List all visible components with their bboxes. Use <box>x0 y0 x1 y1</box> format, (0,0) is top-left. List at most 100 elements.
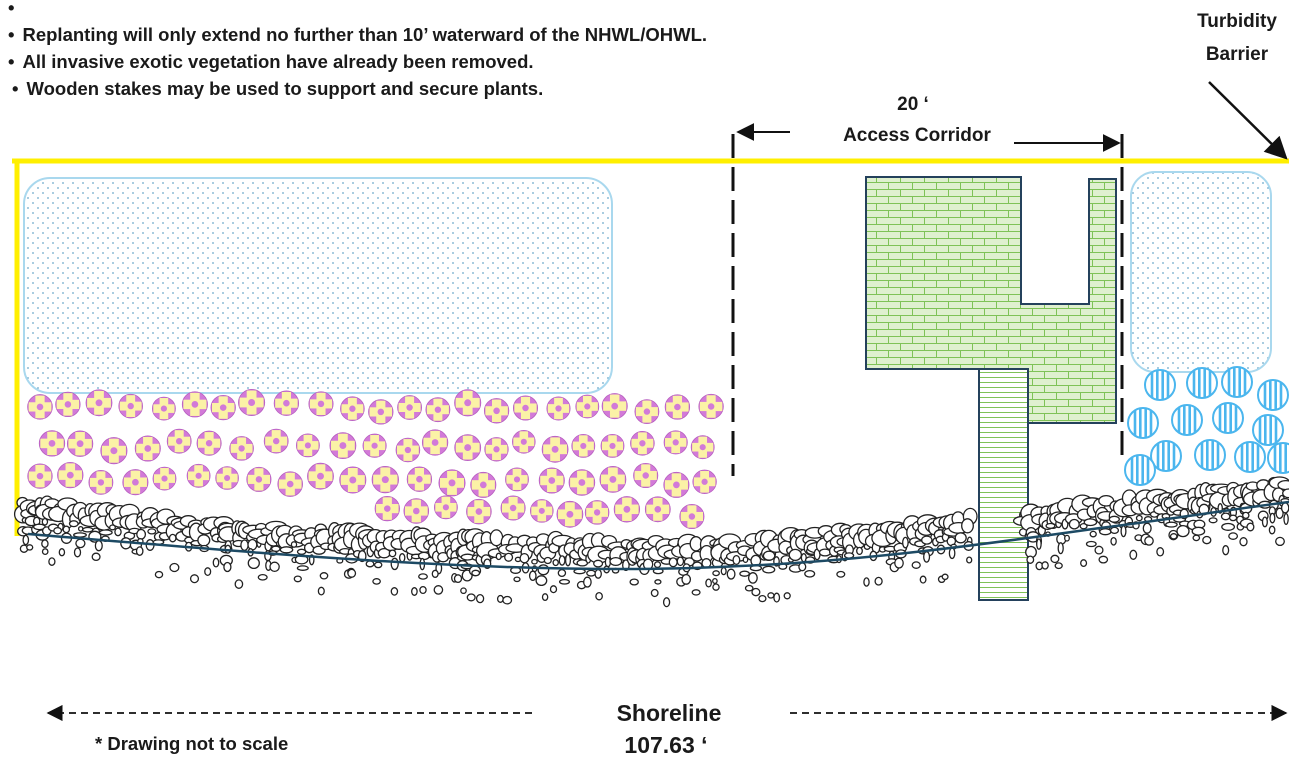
rock <box>948 547 956 560</box>
note-text: Replanting will only extend no further t… <box>22 24 708 45</box>
rock <box>290 541 298 548</box>
pebble <box>347 568 357 578</box>
rock <box>747 572 758 584</box>
pink-plant <box>693 470 717 494</box>
pebble <box>390 587 399 596</box>
rock <box>1275 507 1284 520</box>
pebble <box>751 587 761 597</box>
pink-plant <box>557 501 583 527</box>
rock <box>954 532 967 544</box>
rock <box>1283 512 1289 526</box>
pebble <box>73 547 82 558</box>
pebble <box>662 597 671 608</box>
rock <box>537 564 550 576</box>
pebble <box>466 593 476 602</box>
rock <box>1057 542 1064 555</box>
rock <box>114 527 122 537</box>
pebble <box>212 557 220 568</box>
pebble <box>453 574 463 584</box>
rock <box>62 525 71 534</box>
rock <box>712 570 720 577</box>
pink-plant <box>471 472 496 497</box>
pebble <box>41 548 49 556</box>
rock <box>109 524 116 531</box>
pebble <box>874 576 883 586</box>
pebble <box>1156 547 1165 557</box>
pebble <box>189 574 200 584</box>
pink-plant <box>123 470 148 495</box>
pink-plant <box>341 397 365 421</box>
pink-plant <box>278 472 303 497</box>
rock <box>1135 514 1143 522</box>
pebble <box>595 591 603 601</box>
pebble <box>1098 555 1109 564</box>
pink-plant <box>28 395 53 420</box>
rock <box>1269 512 1276 524</box>
rock <box>388 549 397 558</box>
pebble <box>1026 555 1035 564</box>
blue-plant <box>1268 443 1289 473</box>
blue-plant <box>1222 367 1252 397</box>
pink-plant <box>264 429 288 453</box>
pebble <box>58 548 66 557</box>
rock <box>1120 525 1127 538</box>
pink-plant <box>363 434 386 457</box>
pebble <box>91 552 101 562</box>
rock <box>504 552 514 562</box>
rock <box>471 569 481 577</box>
pink-plant <box>167 429 191 453</box>
pebble <box>26 544 34 551</box>
pebble <box>1144 536 1154 546</box>
rock <box>543 556 552 565</box>
pink-plant <box>340 467 366 493</box>
rock <box>1068 518 1080 530</box>
rock <box>135 546 144 556</box>
corridor-width-label: 20 ‘ <box>897 94 929 115</box>
pebble <box>234 579 244 589</box>
rock <box>732 554 741 566</box>
pink-plant <box>542 436 568 462</box>
pebble <box>1246 522 1255 532</box>
pebble <box>372 578 381 585</box>
rock <box>94 540 103 552</box>
corridor-name-label: Access Corridor <box>843 125 991 146</box>
rock <box>73 532 87 538</box>
pink-plant <box>67 431 92 456</box>
riprap-rocks <box>13 476 1289 608</box>
shoreline-length-label: 107.63 ‘ <box>624 732 707 758</box>
rock <box>654 579 662 585</box>
pink-plant <box>664 472 689 497</box>
pink-plant <box>135 436 160 461</box>
rock <box>676 556 685 567</box>
rock <box>136 528 147 540</box>
pink-plant <box>197 431 221 455</box>
pink-plant <box>513 396 537 420</box>
rock <box>552 559 559 567</box>
pebble <box>783 592 791 600</box>
pebble <box>317 586 325 596</box>
pebble <box>941 573 949 581</box>
pebble <box>204 567 212 577</box>
rock <box>365 560 375 568</box>
pink-plant <box>396 438 420 462</box>
pebble <box>836 570 846 578</box>
pink-plant <box>404 499 429 524</box>
rock <box>923 551 931 563</box>
rock <box>53 526 63 535</box>
pink-plant <box>422 430 447 455</box>
rock <box>739 570 750 577</box>
pebble <box>919 575 927 584</box>
rock <box>535 575 548 587</box>
rock <box>681 573 692 585</box>
rock <box>296 565 309 571</box>
rock <box>1261 516 1268 528</box>
rock <box>762 550 776 561</box>
rock <box>1108 515 1120 523</box>
pebble <box>541 593 549 602</box>
pink-plant <box>434 496 457 519</box>
rock <box>197 534 211 547</box>
rock <box>1191 526 1206 536</box>
rock <box>804 569 816 578</box>
pebble <box>502 595 513 605</box>
